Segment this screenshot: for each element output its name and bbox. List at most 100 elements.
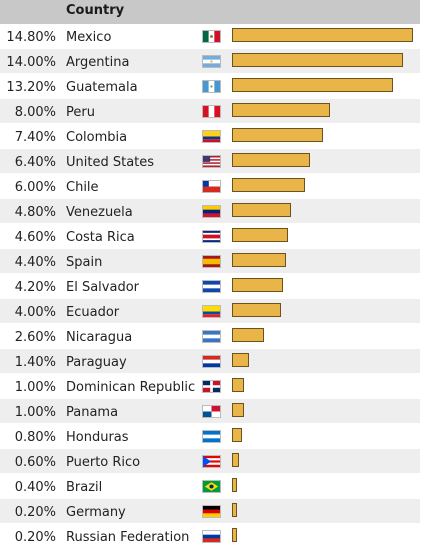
table-row: 14.80% Mexico xyxy=(0,24,420,49)
table-row: 13.20% Guatemala xyxy=(0,74,420,99)
percentage-label: 14.00% xyxy=(6,55,56,70)
percentage-label: 4.80% xyxy=(14,205,56,220)
country-column-header[interactable]: Country xyxy=(66,3,125,18)
table-row: 0.20% Germany xyxy=(0,499,420,524)
table-row: 8.00% Peru xyxy=(0,99,420,124)
panama-flag-icon xyxy=(202,405,221,418)
country-name: Ecuador xyxy=(66,305,120,320)
percentage-label: 6.00% xyxy=(14,180,56,195)
table-row: 14.00% Argentina xyxy=(0,49,420,74)
country-name: El Salvador xyxy=(66,280,139,295)
country-name: Peru xyxy=(66,105,95,120)
country-name: Chile xyxy=(66,180,99,195)
nicaragua-flag-icon xyxy=(202,330,221,343)
bar xyxy=(232,278,283,292)
venezuela-flag-icon xyxy=(202,205,221,218)
dominican-republic-flag-icon xyxy=(202,380,221,393)
percentage-label: 4.40% xyxy=(14,255,56,270)
ecuador-flag-icon xyxy=(202,305,221,318)
guatemala-flag-icon xyxy=(202,80,221,93)
costa-rica-flag-icon xyxy=(202,230,221,243)
percentage-label: 0.20% xyxy=(14,530,56,545)
bar xyxy=(232,303,281,317)
table-row: 4.60% Costa Rica xyxy=(0,224,420,249)
country-name: Costa Rica xyxy=(66,230,135,245)
peru-flag-icon xyxy=(202,105,221,118)
bar xyxy=(232,328,264,342)
country-name: Spain xyxy=(66,255,103,270)
percentage-label: 0.80% xyxy=(14,430,56,445)
percentage-label: 13.20% xyxy=(6,80,56,95)
bar xyxy=(232,528,237,542)
country-name: Guatemala xyxy=(66,80,138,95)
spain-flag-icon xyxy=(202,255,221,268)
paraguay-flag-icon xyxy=(202,355,221,368)
table-row: 0.80% Honduras xyxy=(0,424,420,449)
country-name: Germany xyxy=(66,505,126,520)
table-row: 1.00% Panama xyxy=(0,399,420,424)
brazil-flag-icon xyxy=(202,480,221,493)
colombia-flag-icon xyxy=(202,130,221,143)
argentina-flag-icon xyxy=(202,55,221,68)
bar xyxy=(232,503,237,517)
percentage-label: 2.60% xyxy=(14,330,56,345)
percentage-label: 8.00% xyxy=(14,105,56,120)
percentage-label: 1.00% xyxy=(14,405,56,420)
bar xyxy=(232,478,237,492)
percentage-label: 7.40% xyxy=(14,130,56,145)
country-name: Puerto Rico xyxy=(66,455,141,470)
percentage-label: 0.40% xyxy=(14,480,56,495)
country-name: Honduras xyxy=(66,430,129,445)
table-row: 2.60% Nicaragua xyxy=(0,324,420,349)
bar xyxy=(232,253,286,267)
bar xyxy=(232,103,330,117)
country-name: Venezuela xyxy=(66,205,133,220)
table-row: 1.40% Paraguay xyxy=(0,349,420,374)
bar xyxy=(232,428,242,442)
bar xyxy=(232,28,413,42)
table-row: 4.40% Spain xyxy=(0,249,420,274)
table-header: Country xyxy=(0,0,420,24)
percentage-label: 4.00% xyxy=(14,305,56,320)
bar xyxy=(232,378,244,392)
table-row: 4.80% Venezuela xyxy=(0,199,420,224)
bar xyxy=(232,403,244,417)
bar xyxy=(232,78,393,92)
russia-flag-icon xyxy=(202,530,221,543)
percentage-label: 0.20% xyxy=(14,505,56,520)
table-row: 1.00% Dominican Republic xyxy=(0,374,420,399)
table-row: 6.00% Chile xyxy=(0,174,420,199)
country-name: Nicaragua xyxy=(66,330,133,345)
percentage-label: 0.60% xyxy=(14,455,56,470)
honduras-flag-icon xyxy=(202,430,221,443)
table-row: 4.20% El Salvador xyxy=(0,274,420,299)
country-name: Dominican Republic xyxy=(66,380,196,395)
puerto-rico-flag-icon xyxy=(202,455,221,468)
table-row: 6.40% United States xyxy=(0,149,420,174)
country-name: Panama xyxy=(66,405,119,420)
table-row: 0.40% Brazil xyxy=(0,474,420,499)
country-name: Paraguay xyxy=(66,355,127,370)
bar xyxy=(232,228,288,242)
percentage-label: 4.60% xyxy=(14,230,56,245)
percentage-label: 1.00% xyxy=(14,380,56,395)
mexico-flag-icon xyxy=(202,30,221,43)
bar xyxy=(232,128,323,142)
bar xyxy=(232,203,291,217)
table-row: 4.00% Ecuador xyxy=(0,299,420,324)
country-name: Brazil xyxy=(66,480,103,495)
table-row: 0.20% Russian Federation xyxy=(0,524,420,549)
bar xyxy=(232,353,249,367)
table-body: 14.80% Mexico 14.00% Argentina 13.20% Guatema… xyxy=(0,24,420,549)
bar xyxy=(232,53,403,67)
country-name: Russian Federation xyxy=(66,530,190,545)
table-row: 0.60% Puerto Rico xyxy=(0,449,420,474)
country-name: Mexico xyxy=(66,30,112,45)
percentage-label: 4.20% xyxy=(14,280,56,295)
percentage-label: 6.40% xyxy=(14,155,56,170)
percentage-label: 1.40% xyxy=(14,355,56,370)
table-row: 7.40% Colombia xyxy=(0,124,420,149)
country-name: Argentina xyxy=(66,55,130,70)
country-name: Colombia xyxy=(66,130,128,145)
